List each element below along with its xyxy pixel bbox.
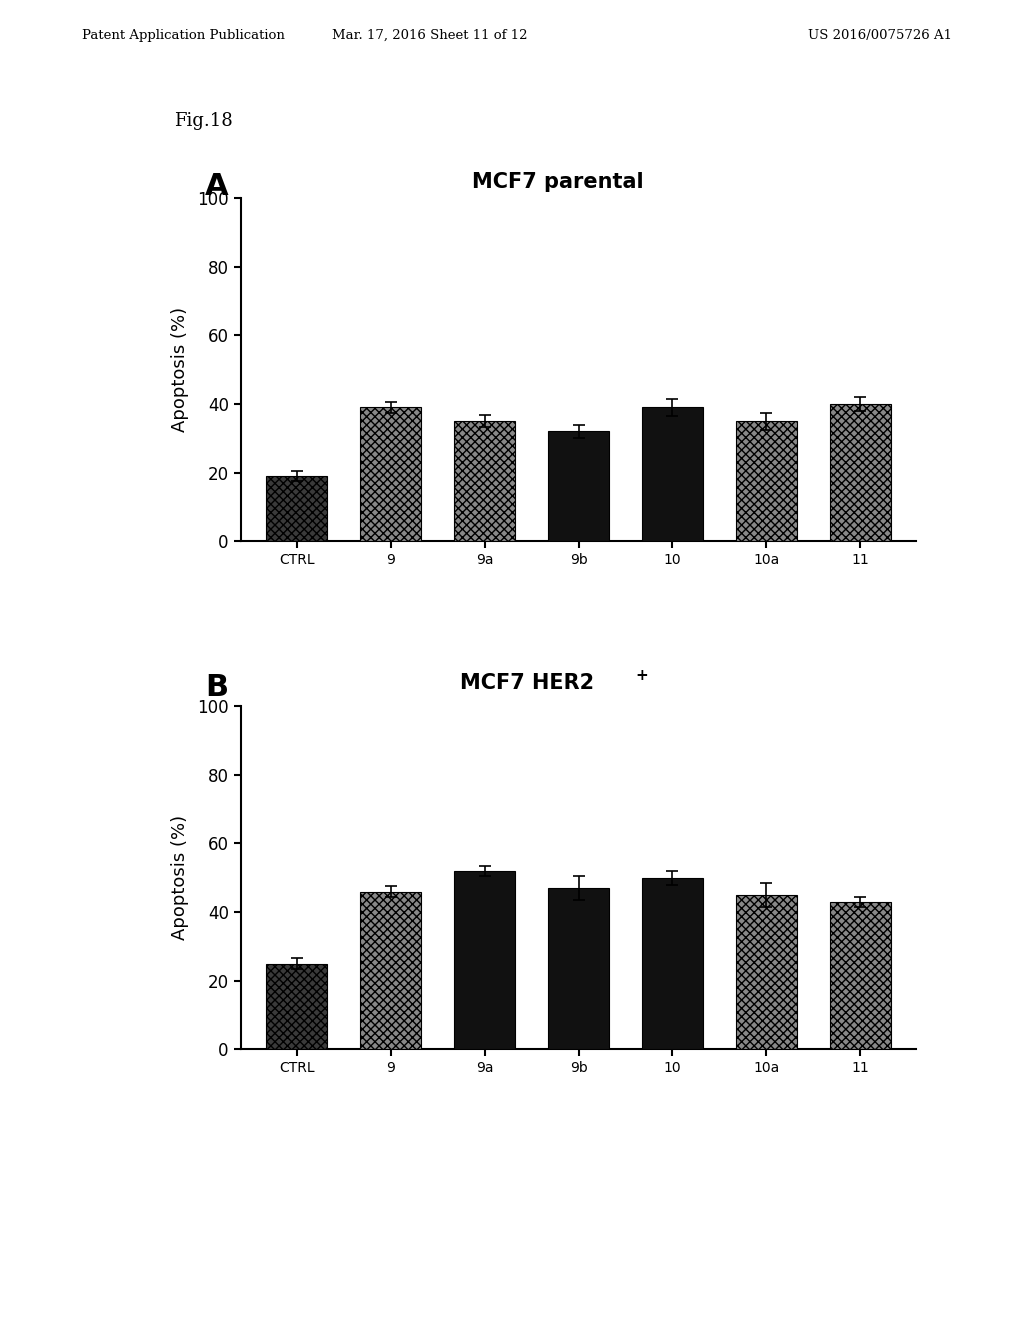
Text: MCF7 parental: MCF7 parental: [472, 172, 644, 191]
Text: A: A: [205, 172, 228, 201]
Text: +: +: [635, 668, 647, 682]
Bar: [266, 964, 328, 1049]
Text: Patent Application Publication: Patent Application Publication: [82, 29, 285, 42]
Bar: [455, 421, 515, 541]
Bar: [455, 871, 515, 1049]
Text: Mar. 17, 2016 Sheet 11 of 12: Mar. 17, 2016 Sheet 11 of 12: [333, 29, 527, 42]
Bar: [642, 878, 702, 1049]
Bar: [548, 432, 609, 541]
Text: B: B: [205, 673, 228, 702]
Y-axis label: Apoptosis (%): Apoptosis (%): [171, 308, 188, 432]
Bar: [829, 404, 891, 541]
Bar: [360, 891, 421, 1049]
Y-axis label: Apoptosis (%): Apoptosis (%): [171, 816, 188, 940]
Bar: [736, 895, 797, 1049]
Bar: [829, 902, 891, 1049]
Bar: [548, 888, 609, 1049]
Text: US 2016/0075726 A1: US 2016/0075726 A1: [808, 29, 952, 42]
Text: MCF7 HER2: MCF7 HER2: [461, 673, 594, 693]
Bar: [736, 421, 797, 541]
Bar: [266, 477, 328, 541]
Bar: [360, 408, 421, 541]
Text: Fig.18: Fig.18: [174, 112, 232, 131]
Bar: [642, 408, 702, 541]
